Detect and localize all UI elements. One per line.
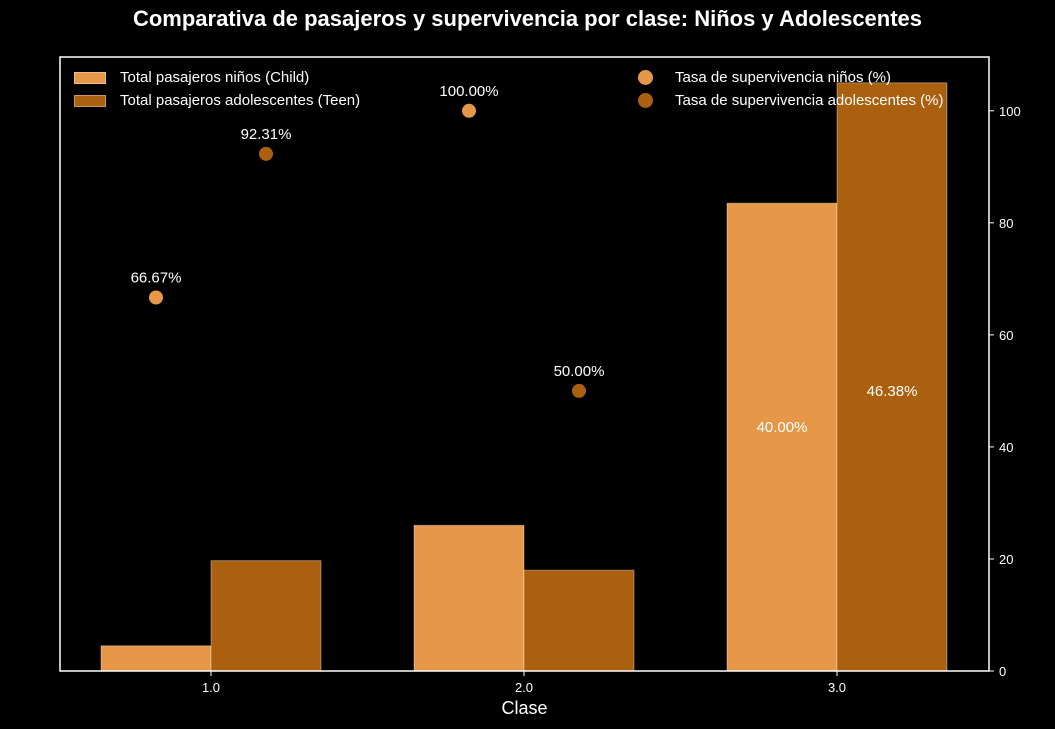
legend-dot-child <box>638 70 653 85</box>
y-tick-label: 40 <box>999 440 1013 455</box>
rate-point-child-3 <box>775 439 789 454</box>
rate-point-teen-2 <box>572 383 586 398</box>
bar-child-2 <box>413 524 525 672</box>
legend-swatch-child <box>74 71 106 84</box>
rate-point-child-1 <box>149 290 163 305</box>
rate-point-teen-1 <box>259 146 273 161</box>
y-tick-label: 100 <box>999 104 1021 119</box>
legend-swatch-teen <box>74 94 106 107</box>
rate-label-child-2: 100.00% <box>439 83 498 100</box>
bar-teen-3 <box>836 82 948 672</box>
rate-label-teen-2: 50.00% <box>554 363 605 380</box>
legend-item-child-bars: Total pasajeros niños (Child) <box>74 66 360 89</box>
y-tick-label: 60 <box>999 328 1013 343</box>
rate-label-teen-1: 92.31% <box>241 126 292 143</box>
rate-point-child-2 <box>462 103 476 118</box>
legend-label-child-rate: Tasa de supervivencia niños (%) <box>675 69 891 86</box>
legend-dot-teen <box>638 93 653 108</box>
legend-item-child-rate: Tasa de supervivencia niños (%) <box>630 66 943 89</box>
rate-label-child-3: 40.00% <box>757 419 808 436</box>
y-tick-label: 20 <box>999 552 1013 567</box>
bar-child-1 <box>100 645 212 672</box>
x-tick-label: 3.0 <box>828 680 846 695</box>
bar-teen-2 <box>523 569 635 672</box>
chart-title: Comparativa de pasajeros y supervivencia… <box>132 6 923 31</box>
rate-label-teen-3: 46.38% <box>867 383 918 400</box>
y-tick-label: 80 <box>999 216 1013 231</box>
legend-item-teen-rate: Tasa de supervivencia adolescentes (%) <box>630 89 943 112</box>
legend-label-teen-bars: Total pasajeros adolescentes (Teen) <box>120 92 361 109</box>
x-tick-label: 1.0 <box>202 680 220 695</box>
bar-teen-1 <box>210 560 322 672</box>
rate-point-teen-3 <box>885 404 899 419</box>
x-axis-label: Clase <box>501 698 548 718</box>
rate-label-child-1: 66.67% <box>131 270 182 287</box>
x-tick-label: 2.0 <box>515 680 533 695</box>
legend-label-teen-rate: Tasa de supervivencia adolescentes (%) <box>675 92 944 109</box>
legend-bars: Total pasajeros niños (Child) Total pasa… <box>74 66 360 112</box>
legend-item-teen-bars: Total pasajeros adolescentes (Teen) <box>74 89 360 112</box>
bar-child-3 <box>726 202 838 672</box>
legend-label-child-bars: Total pasajeros niños (Child) <box>120 69 310 86</box>
legend-points: Tasa de supervivencia niños (%) Tasa de … <box>630 66 943 112</box>
y-tick-label: 0 <box>999 664 1006 679</box>
